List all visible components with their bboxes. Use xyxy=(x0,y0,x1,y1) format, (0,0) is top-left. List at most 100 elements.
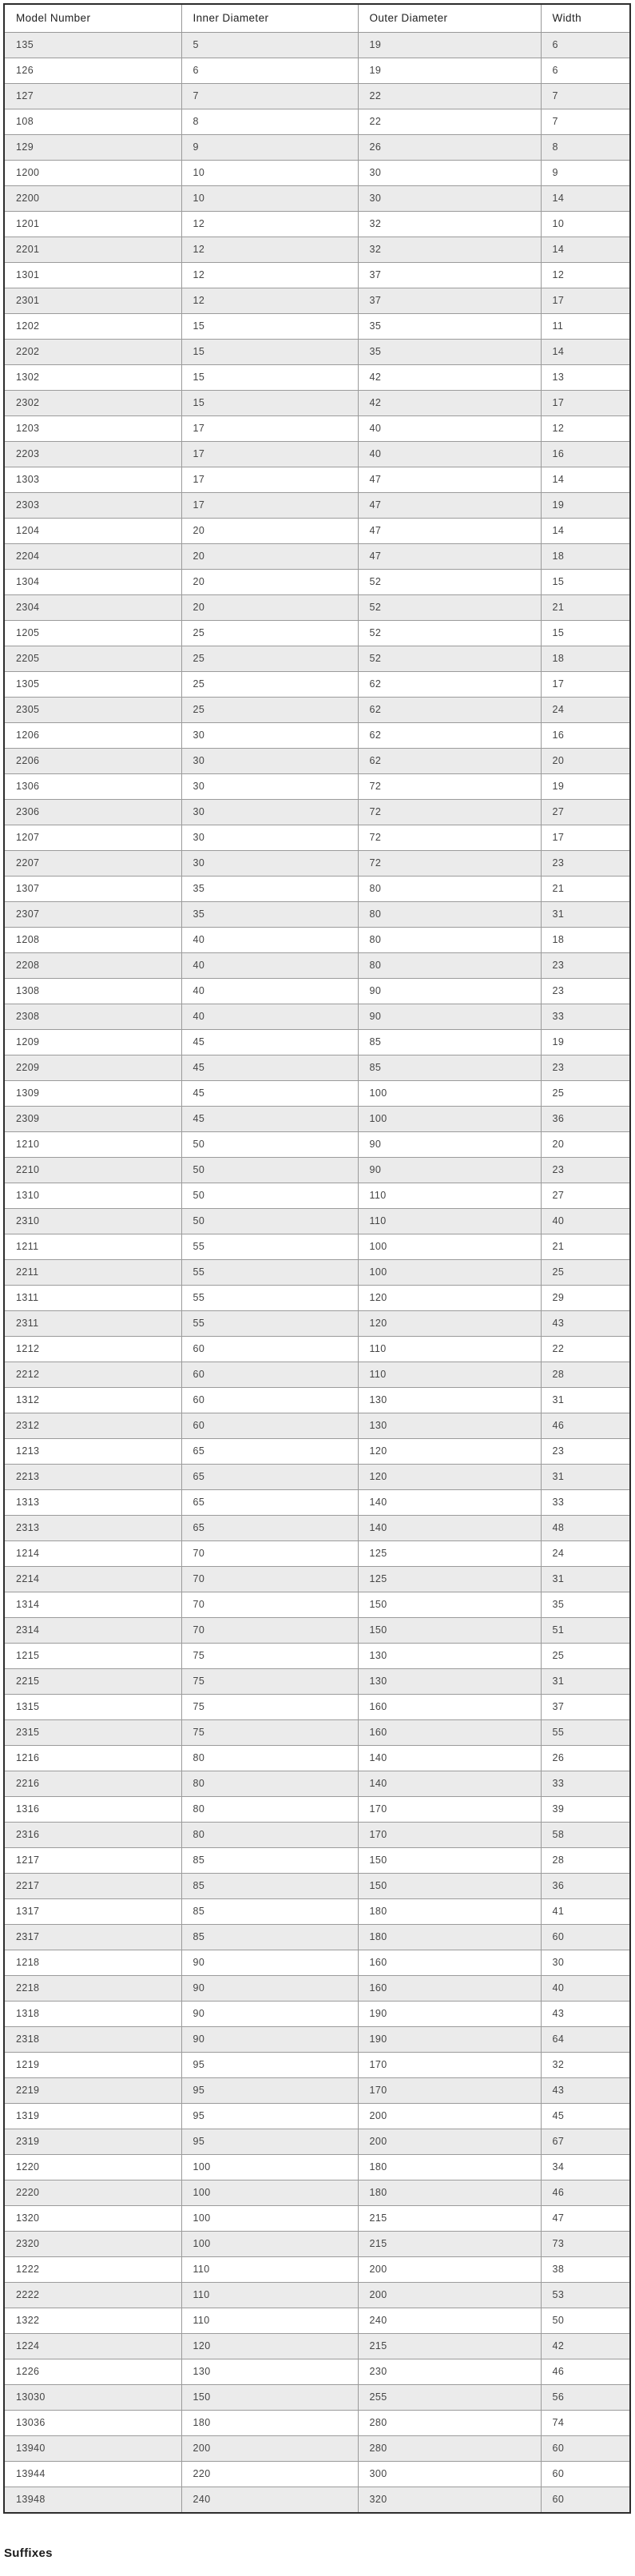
table-row: 1308 40 90 23 xyxy=(3,978,631,1004)
table-cell: 2203 xyxy=(3,441,182,467)
table-cell: 35 xyxy=(181,901,359,928)
table-cell: 25 xyxy=(181,671,359,698)
table-cell: 60 xyxy=(181,1413,359,1439)
table-cell: 1214 xyxy=(3,1540,182,1567)
table-cell: 47 xyxy=(540,2205,631,2232)
table-cell: 55 xyxy=(181,1234,359,1260)
table-cell: 39 xyxy=(540,1796,631,1823)
table-cell: 23 xyxy=(540,952,631,979)
table-cell: 72 xyxy=(357,773,542,800)
table-cell: 27 xyxy=(540,799,631,825)
table-cell: 150 xyxy=(357,1847,542,1874)
table-cell: 2314 xyxy=(3,1617,182,1644)
table-cell: 72 xyxy=(357,850,542,877)
table-cell: 1306 xyxy=(3,773,182,800)
table-cell: 1309 xyxy=(3,1080,182,1107)
table-cell: 200 xyxy=(357,2256,542,2283)
table-cell: 70 xyxy=(181,1566,359,1592)
table-row: 1316 80 170 39 xyxy=(3,1796,631,1823)
table-cell: 25 xyxy=(540,1643,631,1669)
table-cell: 30 xyxy=(181,773,359,800)
table-cell: 1216 xyxy=(3,1745,182,1771)
table-cell: 85 xyxy=(357,1055,542,1081)
table-cell: 6 xyxy=(540,58,631,84)
table-cell: 180 xyxy=(357,2154,542,2180)
table-cell: 2318 xyxy=(3,2026,182,2053)
table-cell: 240 xyxy=(357,2308,542,2334)
table-cell: 16 xyxy=(540,722,631,749)
table-row: 2214 70 125 31 xyxy=(3,1566,631,1592)
table-cell: 32 xyxy=(357,237,542,263)
table-cell: 80 xyxy=(357,927,542,953)
table-row: 1301 12 37 12 xyxy=(3,262,631,288)
table-row: 2215 75 130 31 xyxy=(3,1668,631,1695)
table-cell: 40 xyxy=(181,1004,359,1030)
table-cell: 90 xyxy=(357,1131,542,1158)
table-cell: 1217 xyxy=(3,1847,182,1874)
table-cell: 47 xyxy=(357,543,542,570)
table-cell: 25 xyxy=(181,646,359,672)
table-cell: 55 xyxy=(181,1285,359,1311)
table-cell: 1314 xyxy=(3,1592,182,1618)
table-cell: 10 xyxy=(181,160,359,186)
table-cell: 1308 xyxy=(3,978,182,1004)
table-cell: 2310 xyxy=(3,1208,182,1234)
table-row: 1310 50 110 27 xyxy=(3,1183,631,1209)
table-cell: 2308 xyxy=(3,1004,182,1030)
table-row: 2319 95 200 67 xyxy=(3,2129,631,2155)
table-row: 1213 65 120 23 xyxy=(3,1438,631,1465)
table-cell: 1301 xyxy=(3,262,182,288)
table-cell: 7 xyxy=(181,83,359,109)
table-cell: 160 xyxy=(357,1975,542,2002)
table-cell: 75 xyxy=(181,1694,359,1720)
table-row: 1219 95 170 32 xyxy=(3,2052,631,2078)
table-row: 1306 30 72 19 xyxy=(3,773,631,800)
table-cell: 28 xyxy=(540,1847,631,1874)
table-cell: 80 xyxy=(181,1796,359,1823)
table-row: 2208 40 80 23 xyxy=(3,952,631,979)
table-cell: 19 xyxy=(540,492,631,519)
table-row: 1209 45 85 19 xyxy=(3,1029,631,1055)
table-cell: 2202 xyxy=(3,339,182,365)
table-cell: 17 xyxy=(540,671,631,698)
table-cell: 150 xyxy=(357,1592,542,1618)
table-cell: 15 xyxy=(540,569,631,595)
table-cell: 55 xyxy=(181,1259,359,1286)
table-row: 1320 100 215 47 xyxy=(3,2205,631,2232)
table-row: 1305 25 62 17 xyxy=(3,671,631,698)
table-cell: 32 xyxy=(357,211,542,237)
table-row: 1203 17 40 12 xyxy=(3,415,631,442)
table-cell: 11 xyxy=(540,313,631,340)
table-cell: 200 xyxy=(357,2103,542,2129)
table-row: 1214 70 125 24 xyxy=(3,1540,631,1567)
table-cell: 9 xyxy=(540,160,631,186)
table-row: 2316 80 170 58 xyxy=(3,1822,631,1848)
table-cell: 50 xyxy=(181,1131,359,1158)
table-cell: 50 xyxy=(181,1157,359,1183)
table-row: 2314 70 150 51 xyxy=(3,1617,631,1644)
table-row: 13940 200 280 60 xyxy=(3,2435,631,2462)
table-row: 2304 20 52 21 xyxy=(3,594,631,621)
table-row: 1211 55 100 21 xyxy=(3,1234,631,1260)
table-cell: 20 xyxy=(181,543,359,570)
table-cell: 180 xyxy=(357,1898,542,1925)
table-cell: 19 xyxy=(540,1029,631,1055)
table-row: 2212 60 110 28 xyxy=(3,1362,631,1388)
table-cell: 1210 xyxy=(3,1131,182,1158)
table-row: 1309 45 100 25 xyxy=(3,1080,631,1107)
table-cell: 18 xyxy=(540,543,631,570)
table-cell: 21 xyxy=(540,594,631,621)
table-row: 2301 12 37 17 xyxy=(3,288,631,314)
table-cell: 2213 xyxy=(3,1464,182,1490)
table-cell: 2303 xyxy=(3,492,182,519)
table-cell: 2201 xyxy=(3,237,182,263)
table-cell: 22 xyxy=(357,109,542,135)
table-cell: 1203 xyxy=(3,415,182,442)
table-cell: 22 xyxy=(540,1336,631,1362)
table-cell: 200 xyxy=(357,2282,542,2308)
table-row: 1207 30 72 17 xyxy=(3,825,631,851)
table-row: 2211 55 100 25 xyxy=(3,1259,631,1286)
table-cell: 1224 xyxy=(3,2333,182,2359)
table-cell: 20 xyxy=(181,569,359,595)
table-cell: 21 xyxy=(540,1234,631,1260)
